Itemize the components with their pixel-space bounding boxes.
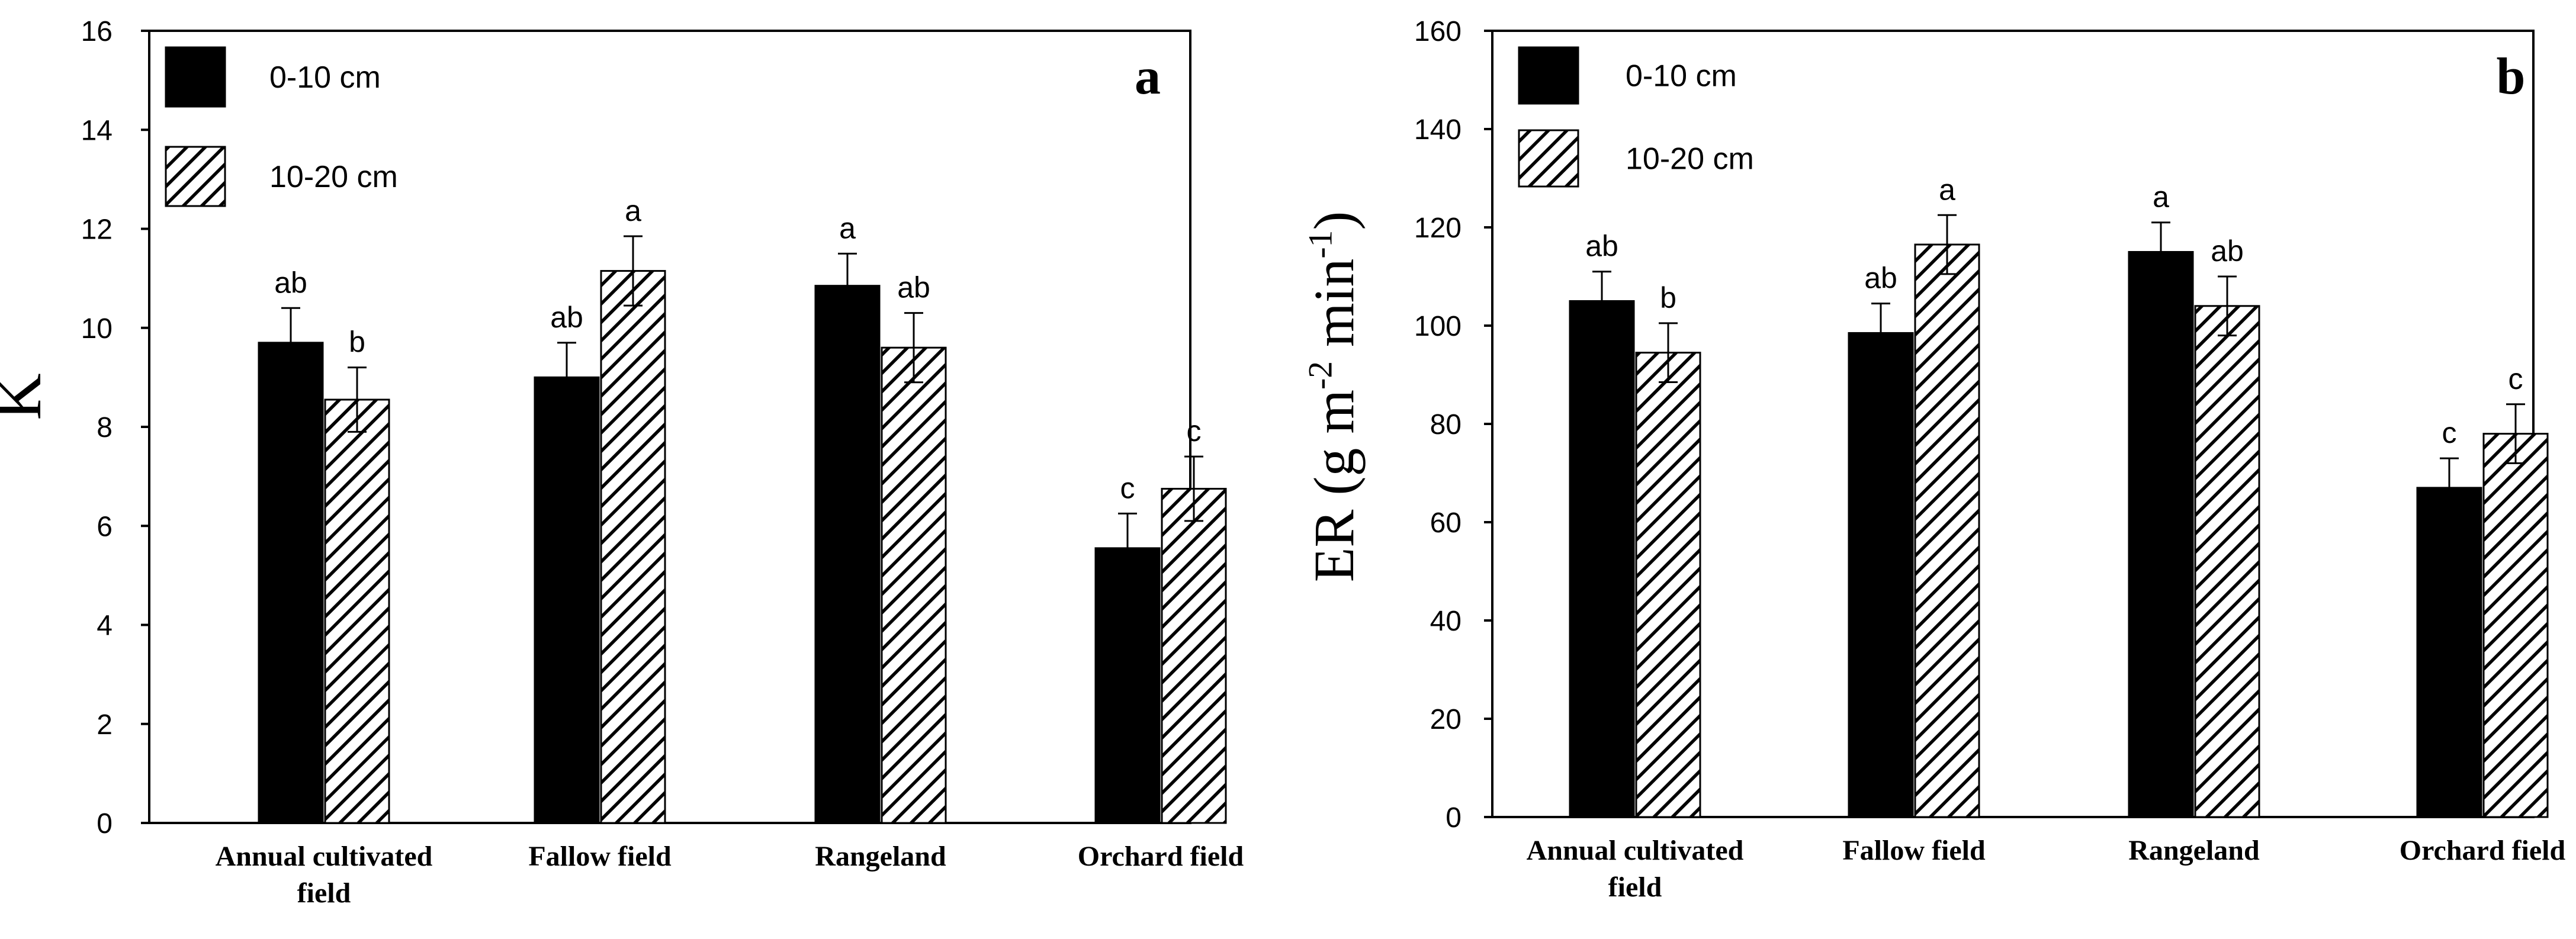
legend-swatch <box>165 146 226 207</box>
y-tick-label: 16 <box>81 16 113 47</box>
panel-letter: a <box>1135 48 1161 105</box>
x-category-label: Fallow field <box>528 841 672 872</box>
y-axis-title-text: ER (g m <box>1302 390 1366 582</box>
y-axis-title-text: ) <box>1302 211 1366 230</box>
x-category-label: Annual cultivated <box>216 841 433 872</box>
legend-swatch <box>165 46 226 108</box>
y-tick-label: 160 <box>1414 16 1462 47</box>
x-category-label: Fallow field <box>1842 835 1986 866</box>
x-category-label: Annual cultivated <box>1527 835 1744 866</box>
significance-label: c <box>1120 471 1135 504</box>
y-tick-label: 10 <box>81 313 113 345</box>
bar-depth-10-20 <box>2194 305 2260 818</box>
significance-label: ab <box>2211 234 2244 268</box>
significance-label: c <box>2508 362 2523 395</box>
bar-depth-10-20 <box>1635 352 1701 818</box>
y-tick-label: 14 <box>81 115 113 146</box>
bar-depth-0-10 <box>2128 251 2194 818</box>
significance-label: ab <box>550 301 583 334</box>
y-tick-label: 20 <box>1430 704 1462 735</box>
significance-label: ab <box>897 271 930 304</box>
significance-label: b <box>1660 281 1676 314</box>
y-tick-label: 100 <box>1414 311 1462 342</box>
y-tick-label: 12 <box>81 214 113 246</box>
y-axis-title: K <box>0 373 54 420</box>
legend-label: 10-20 cm <box>269 160 398 194</box>
legend-label: 0-10 cm <box>1626 59 1737 94</box>
y-tick-label: 2 <box>97 709 113 741</box>
significance-label: a <box>839 211 856 245</box>
significance-label: a <box>1939 173 1955 206</box>
chart-panel-a: 0 2 4 6 8 10 12 14 16 Kab b Annual cultivated field a… <box>0 16 1244 909</box>
y-axis-title-superscript: -2 <box>1302 361 1340 390</box>
y-tick-label: 4 <box>97 610 113 642</box>
y-tick-label: 120 <box>1414 213 1462 244</box>
legend-swatch <box>1518 46 1579 105</box>
x-category-label: Orchard field <box>1078 841 1244 872</box>
significance-label: a <box>2153 181 2169 214</box>
significance-label: b <box>349 326 365 359</box>
significance-label: a <box>625 194 641 227</box>
bar-depth-0-10 <box>258 342 324 824</box>
bar-depth-0-10 <box>534 376 600 824</box>
significance-label: ab <box>1864 262 1897 295</box>
bar-depth-10-20 <box>2482 433 2549 818</box>
legend-label: 0-10 cm <box>269 60 381 95</box>
x-category-label: Rangeland <box>815 841 946 872</box>
x-category-label: Rangeland <box>2128 835 2260 866</box>
legend-label: 10-20 cm <box>1626 142 1754 176</box>
bar-depth-10-20 <box>1161 488 1227 824</box>
x-category-label: Orchard field <box>2400 835 2566 866</box>
x-category-label: field <box>1608 872 1662 903</box>
significance-label: ab <box>274 266 307 299</box>
significance-label: ab <box>1585 230 1618 263</box>
bar-depth-0-10 <box>814 285 881 824</box>
y-tick-label: 8 <box>97 412 113 443</box>
y-axis-title: ER (g m-2 min-1) <box>1302 211 1366 583</box>
bar-depth-10-20 <box>1914 243 1980 818</box>
panel-letter: b <box>2497 48 2526 105</box>
y-tick-label: 80 <box>1430 409 1462 440</box>
y-tick-label: 60 <box>1430 507 1462 539</box>
y-tick-label: 0 <box>1446 802 1462 834</box>
bar-depth-0-10 <box>1569 300 1635 818</box>
bar-depth-10-20 <box>600 270 666 824</box>
y-axis-title-superscript: -1 <box>1302 230 1340 259</box>
bar-depth-0-10 <box>2416 487 2482 818</box>
bar-depth-10-20 <box>881 346 947 824</box>
x-category-label: field <box>297 877 351 909</box>
y-axis-title-text: K <box>0 373 54 420</box>
legend-swatch <box>1518 129 1579 188</box>
bar-depth-10-20 <box>324 398 390 824</box>
significance-label: c <box>2442 416 2457 449</box>
bar-depth-0-10 <box>1094 547 1161 824</box>
y-tick-label: 140 <box>1414 114 1462 146</box>
y-tick-label: 0 <box>97 808 113 840</box>
y-tick-label: 40 <box>1430 606 1462 637</box>
bar-depth-0-10 <box>1848 332 1914 818</box>
y-tick-label: 6 <box>97 511 113 542</box>
y-axis-title-text: min <box>1302 259 1366 361</box>
significance-label: c <box>1187 414 1202 448</box>
